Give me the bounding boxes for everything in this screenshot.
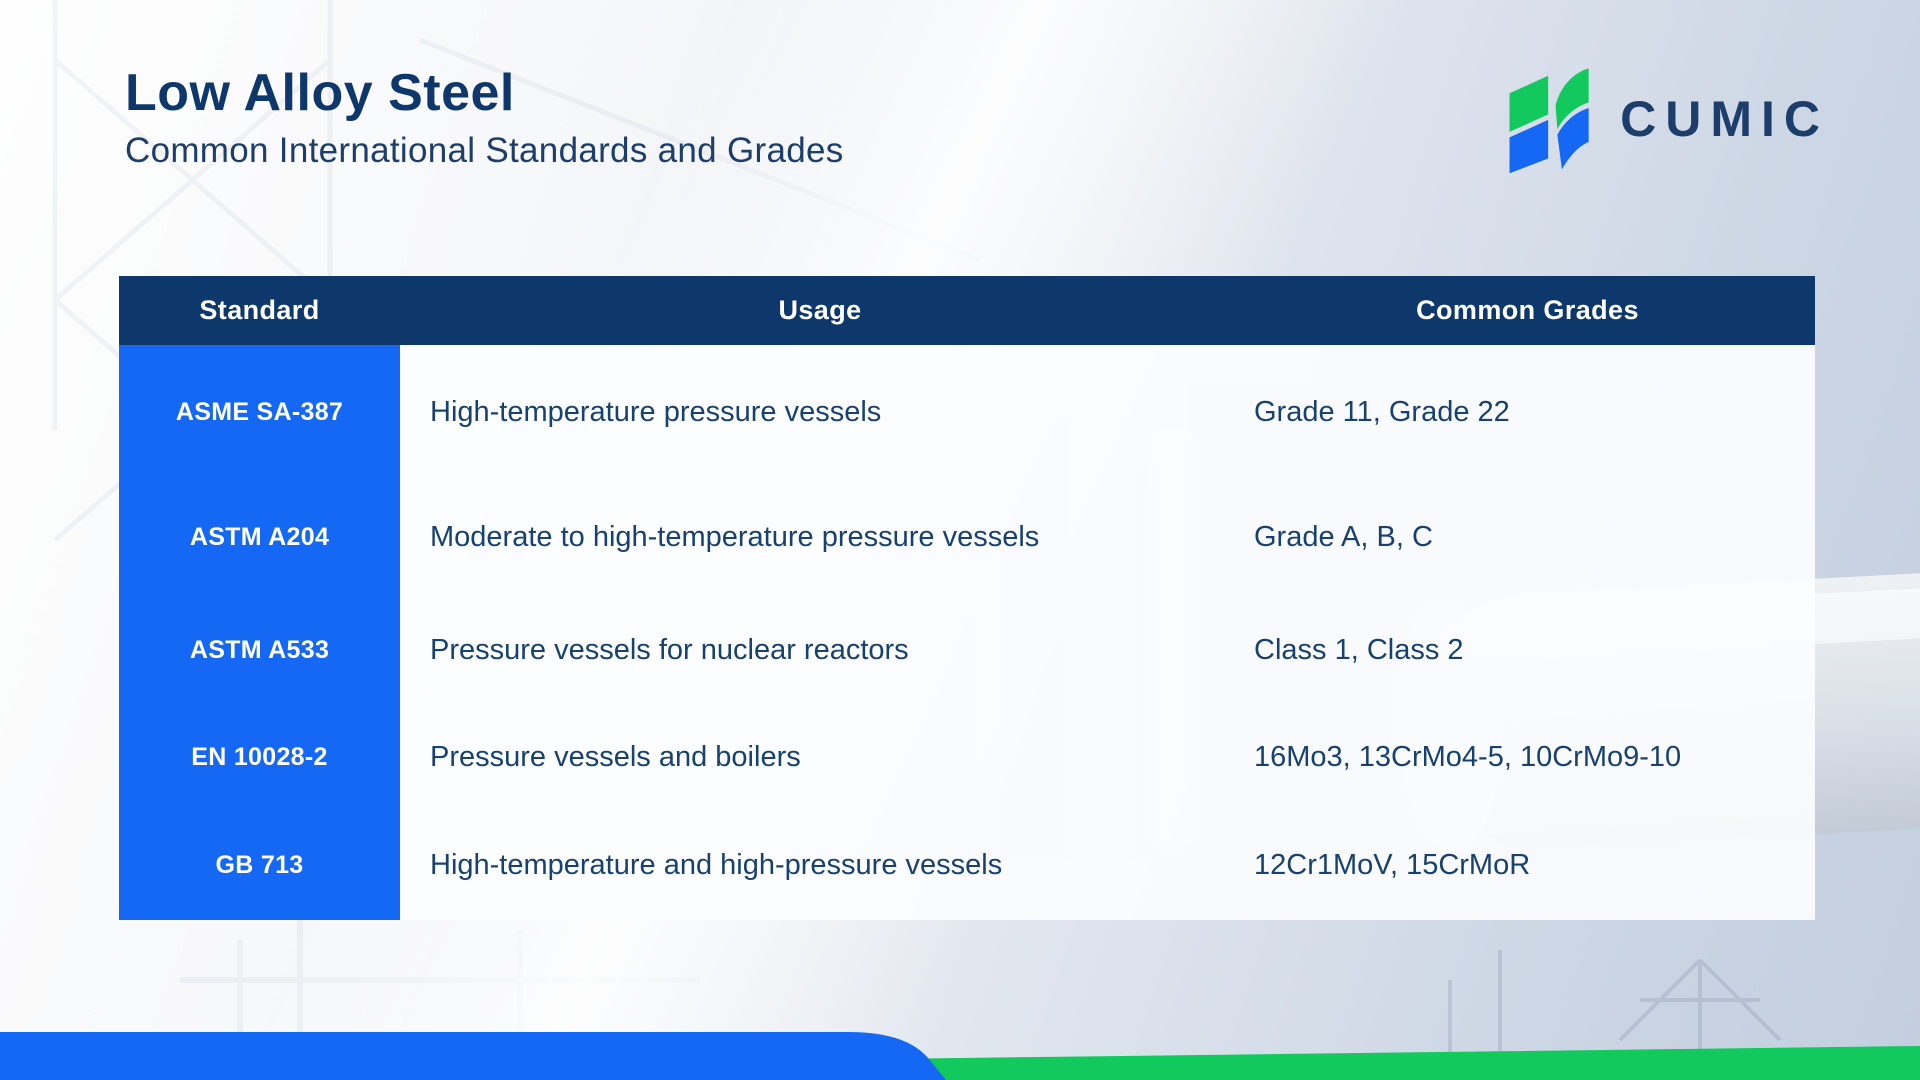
- page-title: Low Alloy Steel: [125, 64, 515, 122]
- cell-standard: ASTM A204: [119, 480, 400, 595]
- cumic-logo: CUMIC: [1504, 64, 1820, 174]
- cell-grades: 16Mo3, 13CrMo4-5, 10CrMo9-10: [1240, 705, 1815, 810]
- table-row: ASME SA-387 High-temperature pressure ve…: [119, 345, 1815, 480]
- bottom-bands: [0, 1032, 1920, 1080]
- cell-usage: Pressure vessels for nuclear reactors: [400, 595, 1240, 705]
- bottom-wave-blue: [0, 1032, 946, 1080]
- cell-grades: 12Cr1MoV, 15CrMoR: [1240, 810, 1815, 920]
- cell-usage: High-temperature and high-pressure vesse…: [400, 810, 1240, 920]
- cell-grades: Grade A, B, C: [1240, 480, 1815, 595]
- cell-usage: Moderate to high-temperature pressure ve…: [400, 480, 1240, 595]
- title-block: Low Alloy Steel Common International Sta…: [125, 66, 844, 171]
- bottom-wave-green: [800, 1046, 1920, 1080]
- standards-table: Standard Usage Common Grades ASME SA-387…: [119, 276, 1815, 920]
- pipes: [180, 900, 700, 1040]
- table-row: ASTM A533 Pressure vessels for nuclear r…: [119, 595, 1815, 705]
- table-header: Standard Usage Common Grades: [119, 276, 1815, 345]
- cumic-logo-icon: [1509, 68, 1589, 174]
- column-header-common-grades: Common Grades: [1416, 295, 1639, 325]
- cell-grades: Class 1, Class 2: [1240, 595, 1815, 705]
- cell-grades: Grade 11, Grade 22: [1240, 345, 1815, 480]
- cell-usage: Pressure vessels and boilers: [400, 705, 1240, 810]
- cell-standard: EN 10028-2: [119, 705, 400, 810]
- page-subtitle: Common International Standards and Grade…: [125, 130, 844, 170]
- table-row: GB 713 High-temperature and high-pressur…: [119, 810, 1815, 920]
- cell-standard: ASTM A533: [119, 595, 400, 705]
- cell-usage: High-temperature pressure vessels: [400, 345, 1240, 480]
- column-header-standard: Standard: [199, 295, 320, 325]
- column-header-usage: Usage: [778, 295, 862, 325]
- table-row: EN 10028-2 Pressure vessels and boilers …: [119, 705, 1815, 810]
- cumic-wordmark: CUMIC: [1620, 91, 1829, 147]
- cell-standard: ASME SA-387: [119, 345, 400, 480]
- table-body: ASME SA-387 High-temperature pressure ve…: [119, 345, 1815, 920]
- table-row: ASTM A204 Moderate to high-temperature p…: [119, 480, 1815, 595]
- cell-standard: GB 713: [119, 810, 400, 920]
